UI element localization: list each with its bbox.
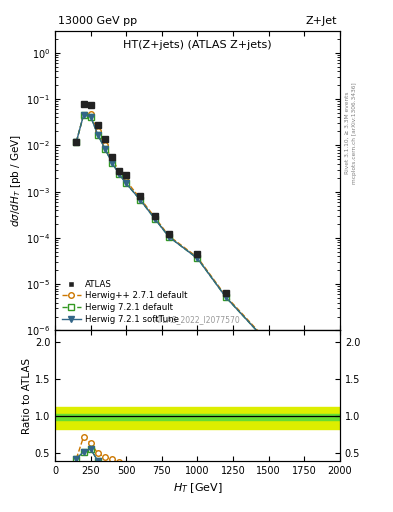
- Herwig++ 2.7.1 default: [95, 129, 100, 135]
- Herwig++ 2.7.1 default: [195, 254, 200, 261]
- Herwig 7.2.1 softTune: [124, 180, 129, 186]
- Herwig 7.2.1 default: [124, 180, 129, 186]
- Herwig 7.2.1 softTune: [117, 171, 121, 177]
- Text: mcplots.cern.ch [arXiv:1306.3436]: mcplots.cern.ch [arXiv:1306.3436]: [352, 82, 357, 184]
- Herwig 7.2.1 default: [224, 294, 228, 301]
- Herwig 7.2.1 softTune: [81, 112, 86, 118]
- Herwig 7.2.1 softTune: [224, 294, 228, 301]
- Text: Rivet 3.1.10, ≥ 3.3M events: Rivet 3.1.10, ≥ 3.3M events: [345, 92, 350, 175]
- Herwig 7.2.1 softTune: [103, 145, 107, 152]
- Herwig 7.2.1 softTune: [266, 340, 271, 347]
- Herwig 7.2.1 default: [167, 234, 171, 240]
- Text: Z+Jet: Z+Jet: [306, 16, 337, 26]
- ATLAS: [309, 352, 314, 358]
- Legend: ATLAS, Herwig++ 2.7.1 default, Herwig 7.2.1 default, Herwig 7.2.1 softTune: ATLAS, Herwig++ 2.7.1 default, Herwig 7.…: [59, 278, 190, 326]
- ATLAS: [88, 102, 93, 108]
- Herwig 7.2.1 default: [138, 197, 143, 203]
- Herwig 7.2.1 softTune: [95, 132, 100, 138]
- ATLAS: [117, 168, 121, 174]
- Herwig 7.2.1 default: [74, 139, 79, 145]
- Herwig++ 2.7.1 default: [103, 142, 107, 148]
- ATLAS: [95, 121, 100, 127]
- Herwig 7.2.1 default: [95, 132, 100, 138]
- Herwig++ 2.7.1 default: [152, 214, 157, 220]
- ATLAS: [152, 213, 157, 219]
- Line: Herwig++ 2.7.1 default: Herwig++ 2.7.1 default: [73, 111, 314, 359]
- Herwig 7.2.1 softTune: [74, 139, 79, 145]
- Y-axis label: $d\sigma/dH_T$ [pb / GeV]: $d\sigma/dH_T$ [pb / GeV]: [9, 134, 23, 227]
- Line: ATLAS: ATLAS: [73, 100, 314, 358]
- Herwig++ 2.7.1 default: [138, 196, 143, 202]
- Herwig 7.2.1 softTune: [88, 114, 93, 120]
- Herwig 7.2.1 default: [110, 160, 114, 166]
- Line: Herwig 7.2.1 default: Herwig 7.2.1 default: [73, 112, 314, 360]
- Herwig 7.2.1 softTune: [309, 354, 314, 360]
- Herwig 7.2.1 default: [81, 112, 86, 118]
- Text: ATLAS_2022_I2077570: ATLAS_2022_I2077570: [154, 315, 241, 325]
- Herwig++ 2.7.1 default: [88, 111, 93, 117]
- ATLAS: [103, 136, 107, 142]
- Text: HT(Z+jets) (ATLAS Z+jets): HT(Z+jets) (ATLAS Z+jets): [123, 40, 272, 50]
- Herwig++ 2.7.1 default: [117, 168, 121, 174]
- Herwig++ 2.7.1 default: [74, 139, 79, 145]
- ATLAS: [81, 100, 86, 106]
- Herwig++ 2.7.1 default: [124, 178, 129, 184]
- Herwig 7.2.1 softTune: [195, 255, 200, 262]
- Herwig++ 2.7.1 default: [110, 156, 114, 162]
- X-axis label: $H_T$ [GeV]: $H_T$ [GeV]: [173, 481, 222, 495]
- ATLAS: [74, 139, 79, 145]
- Herwig++ 2.7.1 default: [81, 112, 86, 118]
- Herwig 7.2.1 softTune: [138, 197, 143, 203]
- Herwig++ 2.7.1 default: [224, 293, 228, 300]
- ATLAS: [138, 193, 143, 199]
- Herwig 7.2.1 default: [309, 354, 314, 360]
- Herwig++ 2.7.1 default: [309, 353, 314, 359]
- Herwig++ 2.7.1 default: [167, 233, 171, 239]
- Herwig++ 2.7.1 default: [266, 339, 271, 346]
- ATLAS: [167, 231, 171, 238]
- Herwig 7.2.1 softTune: [110, 160, 114, 166]
- ATLAS: [110, 154, 114, 160]
- Line: Herwig 7.2.1 softTune: Herwig 7.2.1 softTune: [73, 112, 314, 360]
- Y-axis label: Ratio to ATLAS: Ratio to ATLAS: [22, 357, 32, 434]
- Herwig 7.2.1 default: [266, 340, 271, 347]
- Text: 13000 GeV pp: 13000 GeV pp: [58, 16, 137, 26]
- ATLAS: [195, 251, 200, 257]
- Herwig 7.2.1 softTune: [152, 216, 157, 222]
- Herwig 7.2.1 softTune: [167, 234, 171, 240]
- Herwig 7.2.1 default: [152, 216, 157, 222]
- Herwig 7.2.1 default: [195, 255, 200, 262]
- Herwig 7.2.1 default: [88, 114, 93, 120]
- ATLAS: [124, 172, 129, 178]
- Herwig 7.2.1 default: [117, 171, 121, 177]
- Herwig 7.2.1 default: [103, 145, 107, 152]
- ATLAS: [224, 290, 228, 296]
- ATLAS: [266, 338, 271, 344]
